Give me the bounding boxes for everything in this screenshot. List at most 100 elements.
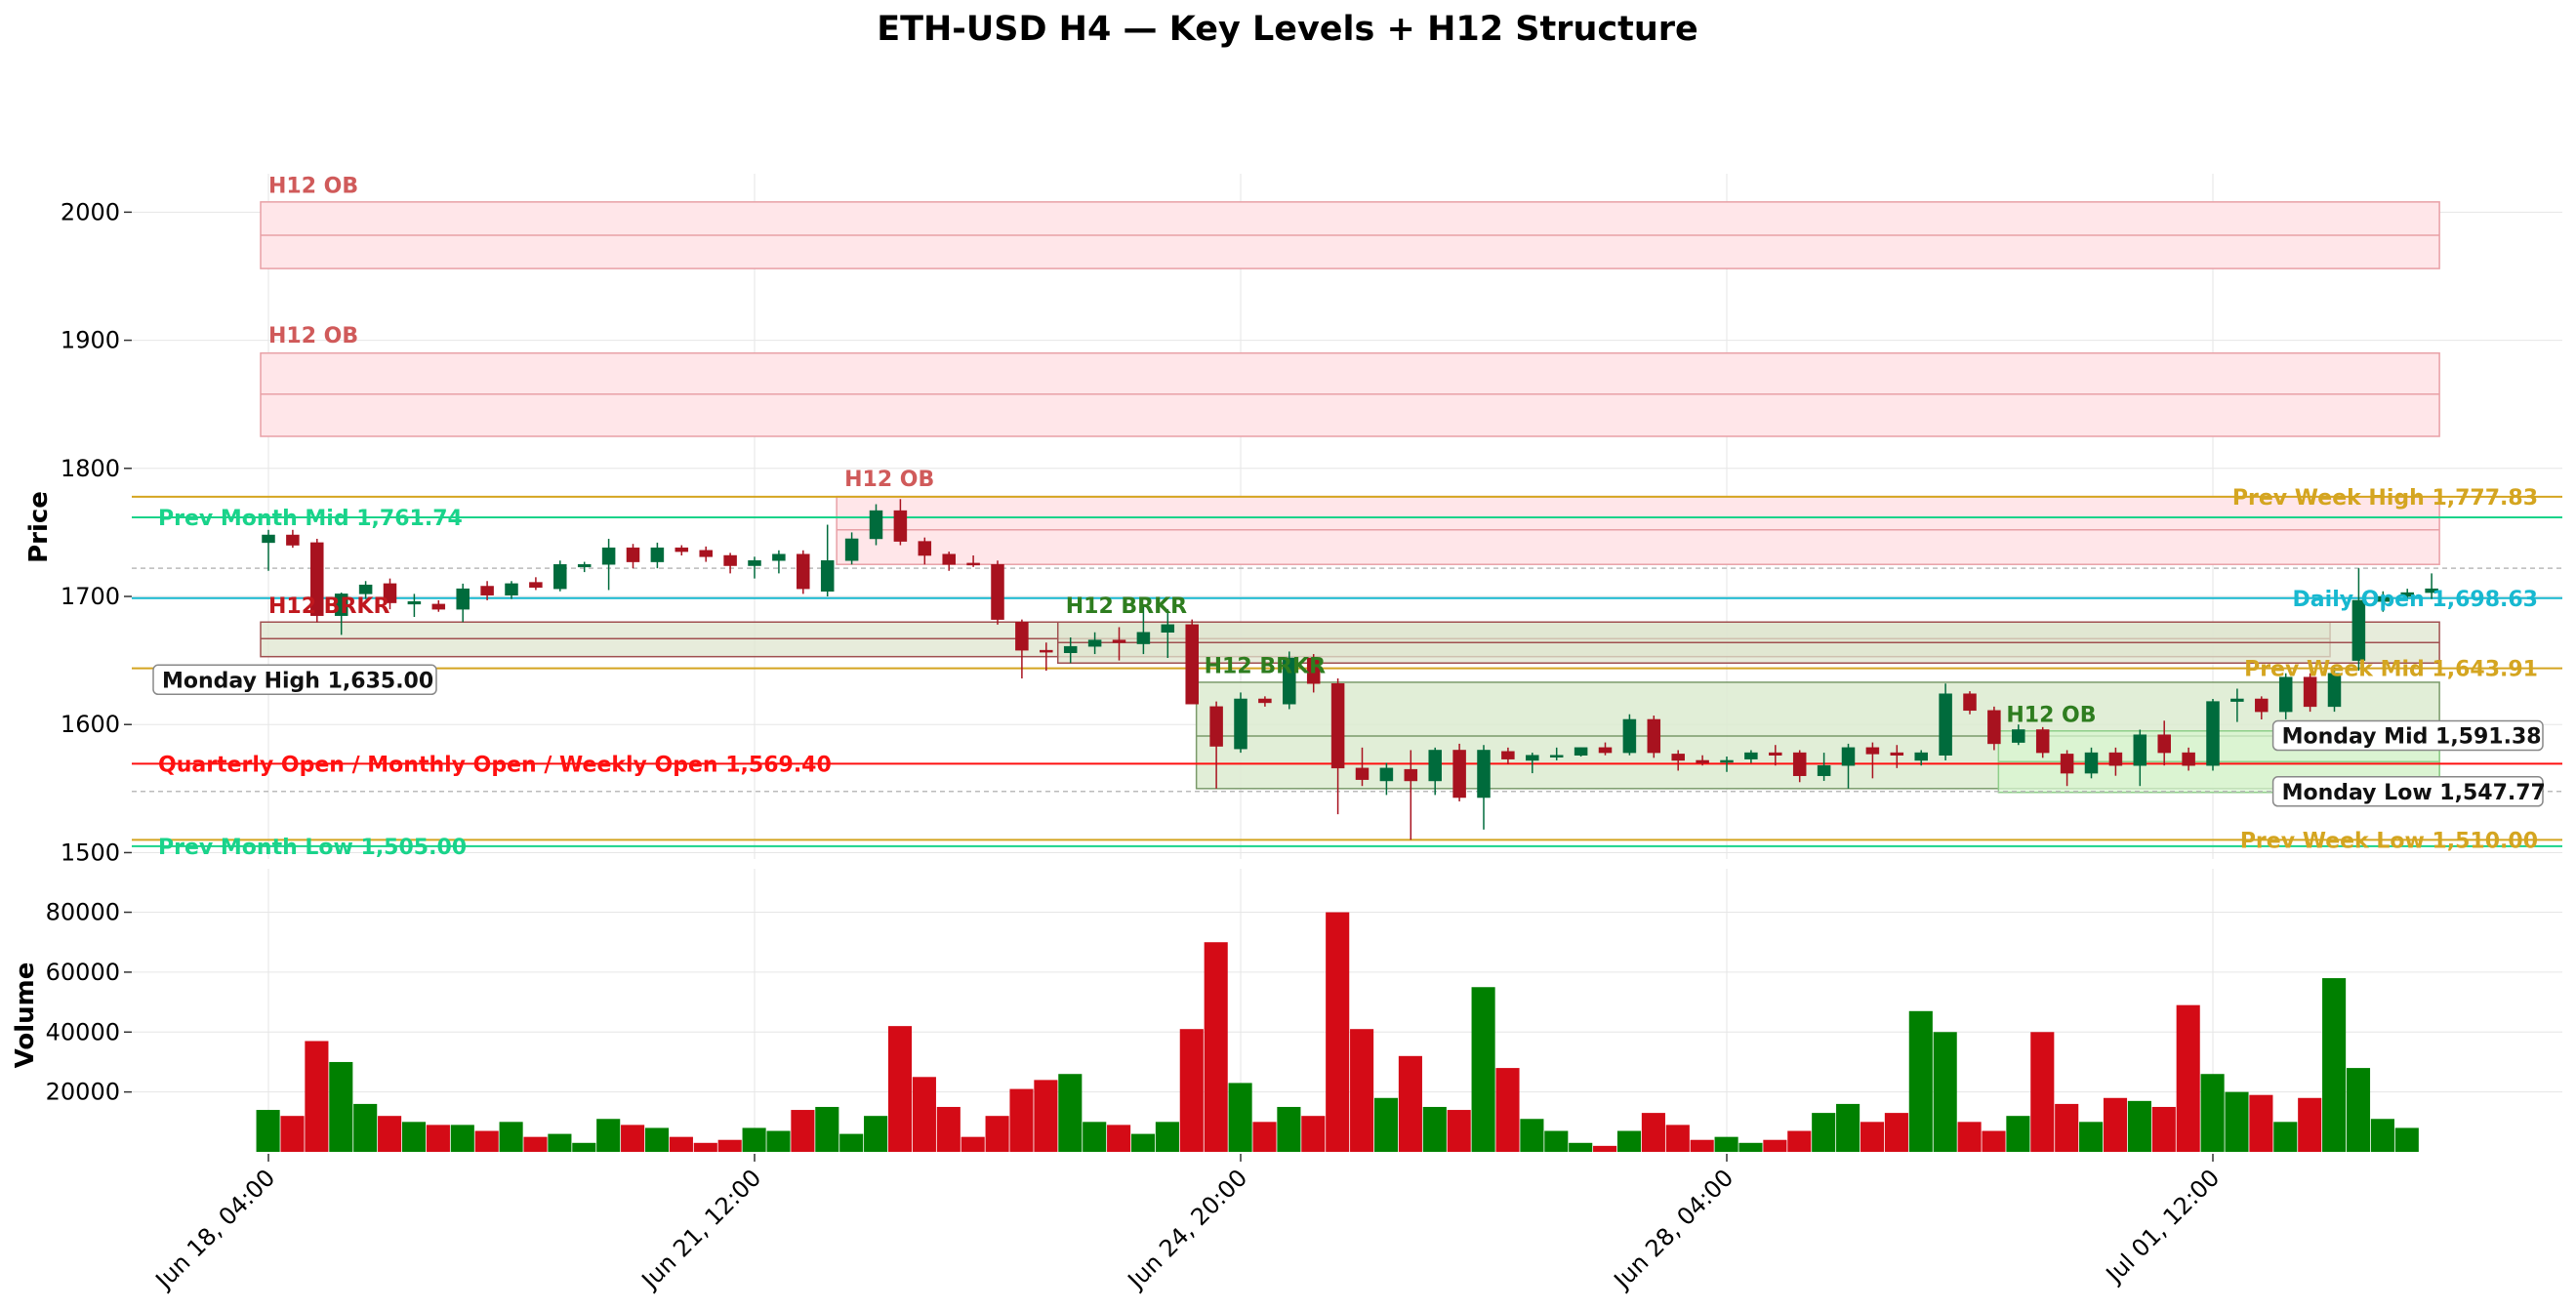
candle-body-up [601,547,616,565]
candle-body-up [1428,750,1442,782]
zone-label: H12 OB [268,324,358,348]
candle-body-up [1136,632,1151,644]
candle-body-down [529,582,543,589]
candle-body-down [286,534,300,546]
candle-body-up [2012,729,2025,743]
volume-bar-up [1933,1032,1957,1152]
volume-bar-down [717,1139,742,1152]
volume-bar-up [742,1127,766,1152]
candle-body-up [1914,752,1928,761]
candle-body-up [650,547,665,562]
price-axis-label: Price [24,491,54,563]
levels-layer [132,495,2562,847]
candle-body-down [2060,754,2074,774]
candle-body-down [480,586,494,595]
candle-body-down [918,541,932,556]
volume-bar-down [1982,1130,2006,1152]
candle-body-down [1865,747,1880,755]
candle-body-down [1015,622,1029,651]
candle-body-down [991,563,1004,620]
candle-body-down [1258,698,1272,704]
volume-bar-down [1860,1122,1885,1152]
candle-body-up [456,588,470,610]
candle-body-up [1087,639,1102,647]
volume-bar-down [693,1142,717,1152]
volume-bar-down [669,1136,693,1152]
volume-bar-up [499,1122,523,1152]
volume-bar-up [2346,1068,2371,1152]
candle-body-down [1501,751,1515,759]
volume-bar-down [1884,1113,1908,1152]
volume-bar-up [1373,1097,1399,1152]
candle-body-down [1769,752,1782,756]
candle-body-up [844,538,859,561]
candle-body-down [1452,750,1466,798]
volume-bar-down [1252,1122,1277,1152]
volume-axis-label: Volume [11,962,40,1069]
volume-bar-down [2176,1004,2200,1152]
price-tick-label: 1900 [61,327,120,354]
x-tick-label: Jun 28, 04:00 [1608,1164,1738,1294]
candle-body-up [1477,750,1491,798]
volume-bar-down [1179,1029,1204,1152]
volume-bar-up [2322,978,2347,1152]
x-tick-label: Jul 01, 12:00 [2100,1164,2225,1289]
candle-body-up [1161,624,1175,633]
volume-bar-down [523,1136,548,1152]
candle-body-up [2351,599,2366,661]
volume-bar-down [474,1130,499,1152]
candle-body-down [699,550,713,557]
volume-bar-up [1812,1113,1836,1152]
volume-bar-down [280,1116,305,1152]
volume-bar-up [1738,1142,1763,1152]
x-tick-label: Jun 18, 04:00 [149,1164,280,1294]
volume-bar-up [1569,1142,1593,1152]
key-level-label: Prev Month Mid 1,761.74 [158,507,463,531]
volume-bar-down [1301,1116,1326,1152]
volume-bar-up [1520,1119,1544,1152]
volume-bar-down [1641,1113,1665,1152]
volume-tick-labels: 20000 40000 60000 80000 [46,899,120,1106]
volume-bar-down [1593,1145,1617,1152]
candle-body-down [626,547,640,562]
candle-body-up [1622,718,1637,754]
volume-bar-up [2006,1116,2030,1152]
zones-layer [260,201,2440,794]
candle-body-up [1939,693,1952,756]
volume-bar-up [256,1110,280,1152]
zone-label: H12 BRKR [1066,594,1187,619]
volume-bar-up [401,1122,427,1152]
price-tick-label: 1700 [61,583,120,610]
volume-bar-up [815,1106,839,1152]
candle-body-down [2182,752,2195,766]
volume-bar-down [985,1116,1009,1152]
volume-bar-down [961,1136,985,1152]
candle-body-up [2278,676,2293,713]
zone-label: H12 OB [844,468,934,492]
volume-bar-down [791,1110,815,1152]
volume-bar-up [1836,1103,1860,1152]
candle-body-up [2425,588,2438,594]
candle-body-down [1355,767,1370,780]
price-tick-labels: 1500 1600 1700 1800 1900 2000 [61,198,120,866]
candle-body-up [1744,752,1758,759]
zone-label: H12 OB [268,175,358,199]
volume-bar-down [2151,1106,2176,1152]
volume-bar-down [887,1026,913,1152]
candle-body-up [1063,645,1078,653]
volume-bar-up [644,1127,670,1152]
candle-body-up [1549,755,1564,757]
volume-bar-down [426,1125,450,1152]
level-labels-layer: Prev Week High 1,777.83 Prev Month Mid 1,… [152,486,2546,860]
candle-body-down [1647,718,1661,754]
candle-body-up [505,583,518,595]
candle-body-up [358,584,373,594]
key-level-label: Prev Week High 1,777.83 [2232,486,2538,511]
candle-body-up [1720,759,1734,763]
candle-body-down [431,603,446,610]
volume-bar-up [1130,1133,1156,1152]
candle-body-down [675,547,689,553]
volume-bar-up [2273,1122,2298,1152]
volume-bar-down [1763,1139,1787,1152]
candle-body-up [1234,698,1247,750]
